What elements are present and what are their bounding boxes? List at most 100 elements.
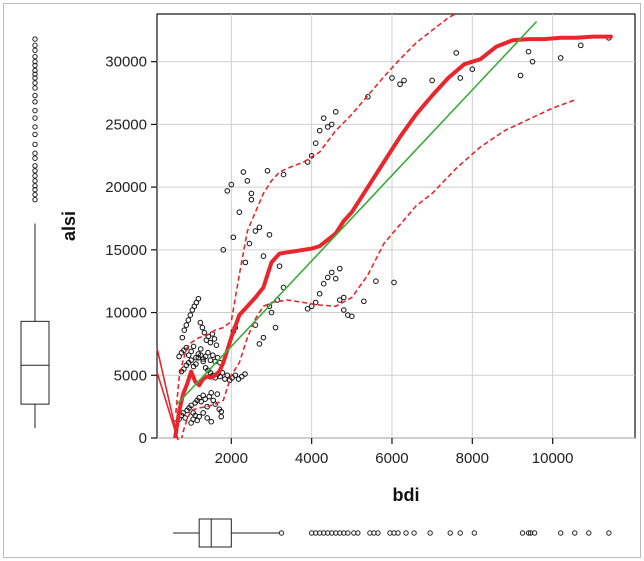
data-point (268, 309, 275, 316)
x-boxplot-outlier (278, 530, 285, 536)
data-point (214, 391, 221, 397)
y-boxplot-outlier (32, 173, 38, 179)
data-point (266, 303, 273, 310)
data-point (525, 48, 532, 55)
y-tick-label: 5000 (114, 367, 147, 384)
data-point (190, 343, 197, 350)
confidence-upper-line (175, 14, 457, 413)
data-point (179, 334, 186, 341)
data-point (188, 357, 194, 364)
data-point (304, 305, 311, 312)
data-point (182, 415, 188, 421)
data-point (200, 410, 206, 416)
data-point (196, 413, 202, 420)
data-point (193, 354, 199, 361)
data-point (260, 253, 267, 259)
x-boxplot-outlier (427, 530, 433, 536)
x-boxplot-outlier (411, 530, 417, 536)
data-point (195, 351, 202, 357)
y-axis-ticks: 0 5000 10000 15000 20000 25000 30000 (105, 54, 157, 447)
y-boxplot-outlier (32, 196, 38, 203)
x-tick-label: 8000 (456, 450, 489, 467)
data-point (224, 372, 231, 379)
data-point (469, 66, 476, 72)
data-point (391, 279, 397, 286)
x-marginal-boxplot (173, 518, 612, 548)
fit-line-edge-left (156, 371, 179, 441)
data-point (197, 346, 204, 352)
data-point (176, 353, 182, 360)
data-point (340, 307, 347, 313)
y-axis-title: alsi (59, 211, 79, 241)
data-point (185, 352, 192, 359)
y-boxplot-outlier (32, 36, 38, 42)
data-point (320, 280, 327, 287)
data-point (316, 290, 323, 297)
data-point (208, 390, 215, 396)
data-point (198, 398, 204, 405)
y-tick-label: 0 (139, 430, 147, 447)
data-point (195, 295, 202, 302)
plot-area (156, 13, 636, 439)
y-boxplot-outlier (32, 80, 38, 86)
data-point (181, 327, 188, 333)
data-point (429, 77, 435, 84)
y-boxplot-box (20, 320, 50, 405)
data-point (242, 371, 248, 377)
x-boxplot-outlier (457, 530, 463, 536)
data-point (210, 352, 216, 359)
data-point (217, 373, 223, 380)
data-point (336, 297, 343, 303)
y-tick-label: 10000 (105, 305, 147, 322)
y-boxplot-outlier (32, 186, 38, 193)
y-boxplot-outlier (32, 124, 38, 130)
y-boxplot-outlier (32, 42, 38, 49)
x-boxplot-outlier (395, 530, 401, 536)
y-boxplot-outlier (32, 67, 38, 74)
data-point (236, 209, 243, 216)
x-boxplot-outlier (471, 530, 478, 536)
plot-layer (173, 14, 613, 438)
data-point (389, 75, 395, 81)
y-tick-label: 20000 (105, 179, 147, 196)
y-tick-label: 25000 (105, 116, 147, 133)
y-marginal-boxplot (20, 36, 50, 428)
x-boxplot-outlier (606, 530, 612, 536)
data-point (453, 50, 460, 56)
y-boxplot-outlier (32, 58, 38, 65)
x-boxplot-outlier (355, 530, 361, 536)
data-point (340, 294, 347, 301)
x-boxplot-outlier (525, 530, 532, 536)
x-tick-label: 4000 (295, 450, 328, 467)
data-point (220, 247, 227, 253)
y-tick-label: 30000 (105, 54, 147, 71)
data-point (240, 169, 247, 175)
data-point (252, 228, 259, 234)
x-boxplot-outlier (557, 530, 564, 536)
y-boxplot-outlier (32, 131, 38, 138)
data-point (185, 317, 192, 323)
data-point (197, 319, 204, 326)
data-point (212, 401, 219, 407)
y-boxplot-outlier (32, 92, 38, 99)
data-point (577, 42, 584, 49)
data-point (199, 324, 206, 331)
y-boxplot-outlier (32, 141, 38, 148)
y-boxplot-outlier (32, 47, 38, 54)
y-boxplot-outlier (32, 115, 38, 121)
data-point (557, 55, 564, 61)
x-boxplot-outlier (403, 530, 409, 536)
data-point (248, 190, 255, 197)
fit-lines-layer (173, 14, 613, 438)
confidence-lower-line (180, 98, 578, 438)
data-point (328, 269, 335, 276)
data-point (201, 329, 208, 336)
data-point (320, 115, 327, 121)
data-point (207, 357, 214, 364)
x-tick-label: 2000 (215, 450, 248, 467)
data-point (260, 334, 267, 341)
x-boxplot-outlier (447, 530, 453, 536)
y-boxplot-outlier (32, 155, 38, 161)
data-point (312, 299, 319, 306)
x-axis-ticks: 2000 4000 6000 8000 10000 (215, 438, 574, 467)
